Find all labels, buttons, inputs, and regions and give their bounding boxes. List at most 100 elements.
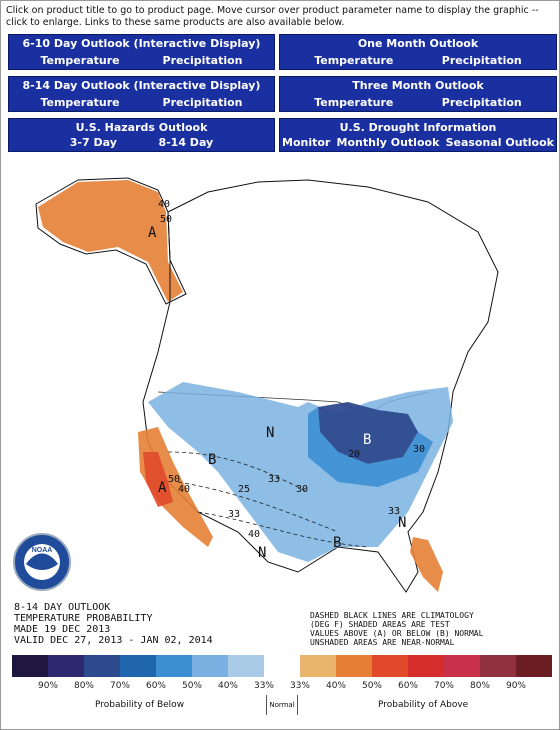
contour-label: 40 [178, 484, 190, 495]
legend-swatch-3 [120, 655, 156, 677]
map-valid-range: VALID DEC 27, 2013 - JAN 02, 2014 [14, 635, 213, 646]
legend-tick-11: 70% [433, 681, 454, 691]
legend-swatch-10 [372, 655, 408, 677]
florida-above-area [410, 537, 443, 592]
one-month-outlook-box: One Month Outlook Temperature Precipitati… [279, 34, 557, 70]
legend-tick-6: 33% [253, 681, 274, 691]
legend-swatch-8 [300, 655, 336, 677]
one-month-temperature-link[interactable]: Temperature [314, 54, 394, 67]
map-note-3: VALUES ABOVE (A) OR BELOW (B) NORMAL [310, 629, 484, 638]
legend-tick-4: 50% [181, 681, 202, 691]
outlook-6-10-precipitation-link[interactable]: Precipitation [162, 54, 243, 67]
east-normal-letter: N [398, 515, 406, 531]
legend-swatch-12 [444, 655, 480, 677]
climatology-contour-a [167, 451, 309, 493]
map-note-2: (DEG F) SHADED AREAS ARE TEST [310, 620, 450, 629]
legend-tick-12: 80% [469, 681, 490, 691]
legend-swatch-1 [48, 655, 84, 677]
contour-label: 40 [248, 529, 260, 540]
south-normal-letter: N [258, 545, 266, 561]
contour-label: 30 [296, 484, 308, 495]
drought-information-title[interactable]: U.S. Drought Information [339, 121, 497, 134]
legend-swatch-6 [228, 655, 264, 677]
product-links-panel: 6-10 Day Outlook (Interactive Display) T… [8, 34, 557, 152]
legend-swatch-13 [480, 655, 516, 677]
contour-label: 33 [388, 506, 400, 517]
legend-swatch-4 [156, 655, 192, 677]
intro-text: Click on product title to go to product … [6, 5, 539, 28]
south-below-letter: B [333, 535, 341, 551]
legend-tick-2: 70% [109, 681, 130, 691]
legend-tick-7: 33% [289, 681, 310, 691]
outlook-6-10-day-title[interactable]: 6-10 Day Outlook (Interactive Display) [22, 37, 261, 50]
alaska-above-letter: A [148, 225, 157, 241]
three-month-temperature-link[interactable]: Temperature [314, 96, 394, 109]
outlook-8-14-day-box: 8-14 Day Outlook (Interactive Display) T… [8, 76, 275, 112]
map-title-2: TEMPERATURE PROBABILITY [14, 613, 152, 624]
west-below-letter: B [208, 452, 216, 468]
drought-information-box: U.S. Drought Information Monitor Monthly … [279, 118, 557, 152]
map-note-1: DASHED BLACK LINES ARE CLIMATOLOGY [310, 611, 474, 620]
legend-tick-3: 60% [145, 681, 166, 691]
legend-tick-0: 90% [37, 681, 58, 691]
contour-label: 33 [228, 509, 240, 520]
hazards-outlook-title[interactable]: U.S. Hazards Outlook [75, 121, 208, 134]
contour-label: 20 [348, 449, 360, 460]
one-month-precipitation-link[interactable]: Precipitation [441, 54, 522, 67]
contour-label: 50 [168, 474, 180, 485]
drought-seasonal-outlook-link[interactable]: Seasonal Outlook [445, 136, 554, 149]
hazards-8-14-day-link[interactable]: 8-14 Day [158, 136, 214, 149]
west-above-letter: A [158, 480, 167, 496]
contour-label: 33 [268, 474, 280, 485]
legend-swatch-11 [408, 655, 444, 677]
outlook-8-14-precipitation-link[interactable]: Precipitation [162, 96, 243, 109]
climatology-contour-b [177, 481, 339, 533]
legend-swatch-9 [336, 655, 372, 677]
legend-tick-10: 60% [397, 681, 418, 691]
contour-label: 25 [238, 484, 250, 495]
legend-tick-8: 40% [325, 681, 346, 691]
outlook-6-10-day-box: 6-10 Day Outlook (Interactive Display) T… [8, 34, 275, 70]
legend-swatch-5 [192, 655, 228, 677]
three-month-outlook-title[interactable]: Three Month Outlook [352, 79, 484, 92]
noaa-logo-text: NOAA [32, 547, 53, 554]
drought-monthly-outlook-link[interactable]: Monthly Outlook [336, 136, 440, 149]
contour-label: 40 [158, 199, 170, 210]
great-lakes-below-letter: B [363, 432, 371, 448]
outlook-6-10-temperature-link[interactable]: Temperature [40, 54, 120, 67]
climatology-contour-c [197, 511, 369, 548]
north-plains-normal-letter: N [266, 425, 274, 441]
three-month-outlook-box: Three Month Outlook Temperature Precipita… [279, 76, 557, 112]
legend-tick-13: 90% [505, 681, 526, 691]
noaa-logo[interactable]: NOAA [13, 533, 71, 591]
three-month-precipitation-link[interactable]: Precipitation [441, 96, 522, 109]
probability-above-label: Probability of Above [378, 700, 469, 710]
map-note-4: UNSHADED AREAS ARE NEAR-NORMAL [310, 638, 455, 647]
legend-tick-9: 50% [361, 681, 382, 691]
below-normal-core [318, 402, 418, 464]
below-normal-mid [308, 407, 433, 487]
hazards-outlook-box: U.S. Hazards Outlook 3-7 Day 8-14 Day [8, 118, 275, 152]
alaska-above-area [38, 180, 183, 302]
one-month-outlook-title[interactable]: One Month Outlook [357, 37, 479, 50]
probability-below-label: Probability of Below [95, 700, 185, 710]
alaska-outline [35, 177, 187, 305]
map-made-date: MADE 19 DEC 2013 [14, 624, 110, 635]
contour-label: 30 [413, 444, 425, 455]
outlook-8-14-day-title[interactable]: 8-14 Day Outlook (Interactive Display) [22, 79, 261, 92]
probability-color-legend [12, 655, 552, 677]
contour-label: 50 [160, 214, 172, 225]
legend-tick-5: 40% [217, 681, 238, 691]
outlook-8-14-temperature-link[interactable]: Temperature [40, 96, 120, 109]
hazards-3-7-day-link[interactable]: 3-7 Day [69, 136, 117, 149]
temperature-probability-map[interactable]: A A B B B N N N 40 50 50 40 33 25 30 33 … [8, 152, 554, 650]
legend-swatch-2 [84, 655, 120, 677]
drought-monitor-link[interactable]: Monitor [282, 136, 331, 149]
legend-swatch-0 [12, 655, 48, 677]
probability-tick-labels: 90% 80% 70% 60% 50% 40% 33% 33% 40% 50% 60% 70% 80% 9… [12, 681, 552, 693]
legend-tick-1: 80% [73, 681, 94, 691]
normal-label: Normal [266, 695, 298, 715]
legend-swatch-14 [516, 655, 552, 677]
map-title-1: 8-14 DAY OUTLOOK [14, 602, 110, 613]
legend-swatch-7 [264, 655, 300, 677]
